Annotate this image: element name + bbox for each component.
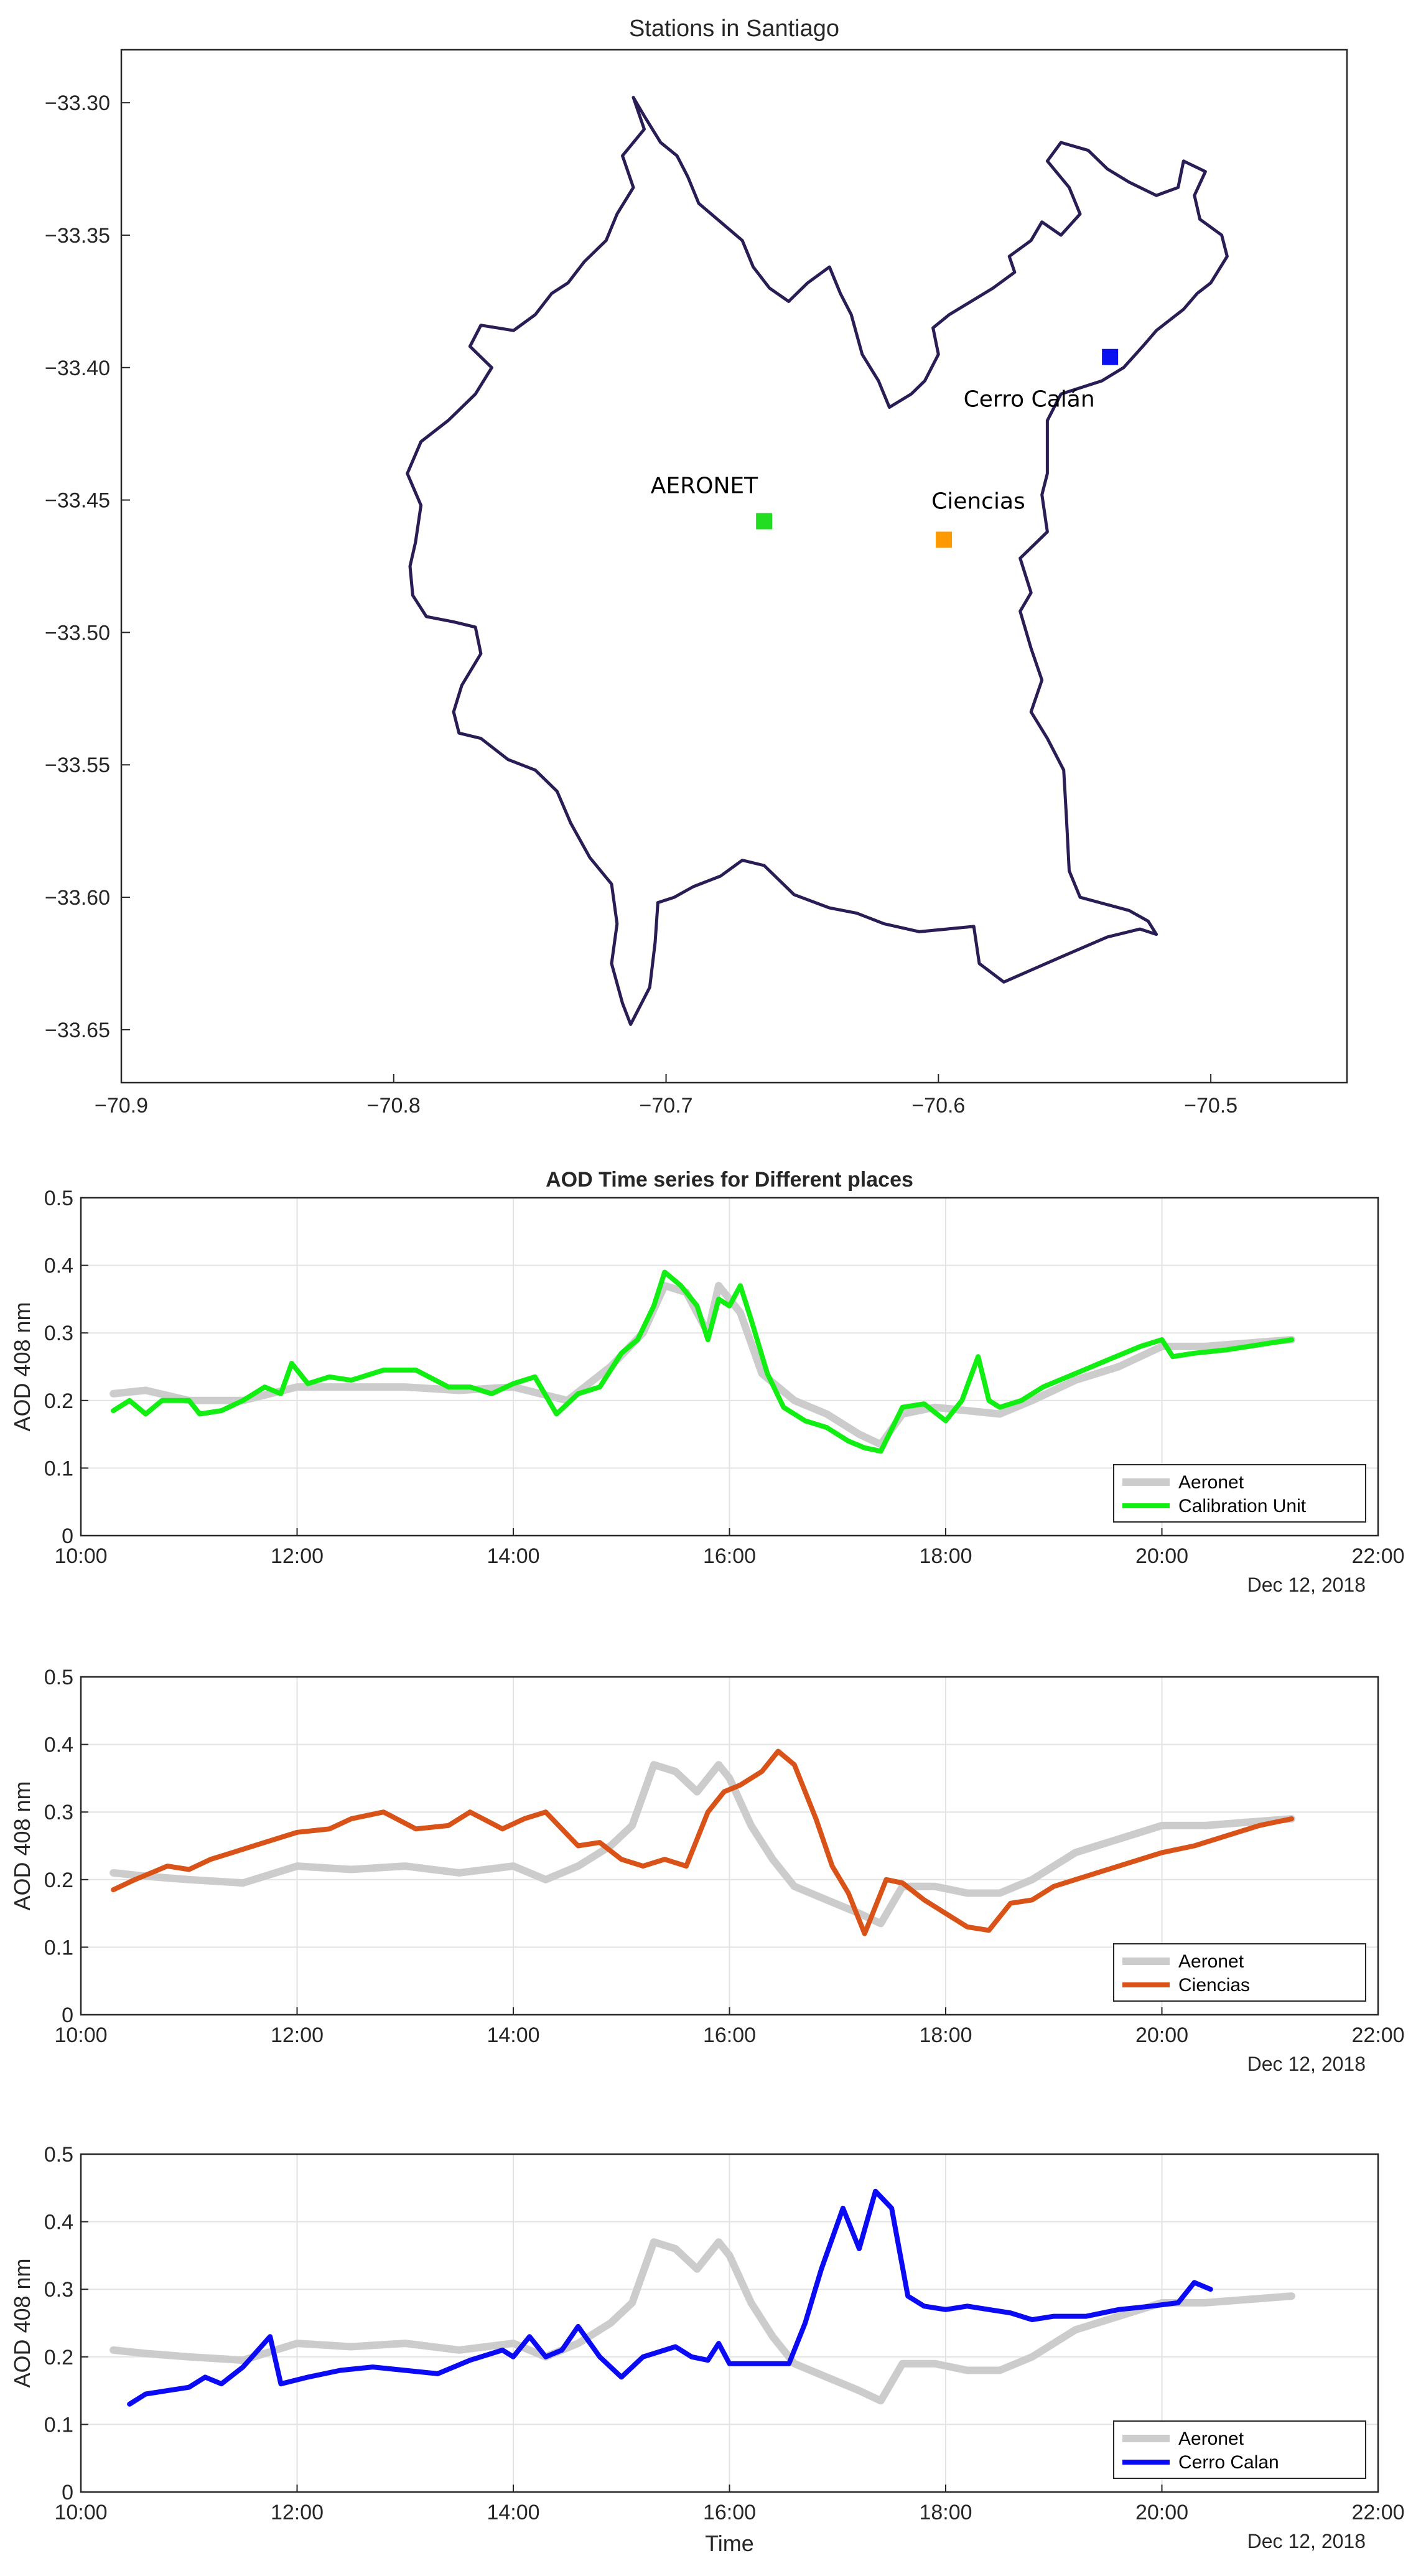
xtick-label: 22:00 [1351, 1544, 1404, 1568]
map-ytick-label: −33.55 [45, 754, 110, 777]
legend-label: Aeronet [1178, 1951, 1244, 1972]
ytick-label: 0.2 [44, 2346, 73, 2369]
ytick-label: 0.4 [44, 2211, 73, 2234]
ytick-label: 0.3 [44, 1322, 73, 1345]
ytick-label: 0 [62, 1524, 73, 1548]
xtick-label: 22:00 [1351, 2023, 1404, 2047]
xtick-label: 22:00 [1351, 2501, 1404, 2524]
xtick-label: 16:00 [703, 2023, 756, 2047]
series-line-aeronet [110, 2238, 1295, 2405]
ytick-label: 0.2 [44, 1869, 73, 1892]
xtick-label: 10:00 [54, 2501, 107, 2524]
map-xtick-label: −70.8 [367, 1094, 421, 1118]
timeseries-panel-cerro-calan: 10:00 12:00 14:00 16:00 18:00 20:00 22:00 0 0.1 0… [9, 2143, 1405, 2556]
xtick-label: 20:00 [1135, 1544, 1188, 1568]
ytick-label: 0 [62, 2004, 73, 2027]
series-line-aeronet [110, 1761, 1295, 1928]
xtick-label: 16:00 [703, 1544, 756, 1568]
map-panel: Stations in Santiago −70.9 −70.8 −70.7 −70.6… [45, 16, 1348, 1118]
y-axis-label: AOD 408 nm [9, 1302, 35, 1431]
ytick-label: 0.3 [44, 2278, 73, 2302]
xtick-label: 12:00 [271, 1544, 324, 1568]
santiago-boundary [406, 96, 1229, 1026]
legend-label: Aeronet [1178, 1472, 1244, 1493]
station-marker [756, 513, 773, 530]
ytick-label: 0.1 [44, 1457, 73, 1480]
map-xtick-label: −70.7 [640, 1094, 693, 1118]
timeseries-panel-ciencias: 10:00 12:00 14:00 16:00 18:00 20:00 22:00 0 0.1 0… [9, 1666, 1405, 2075]
series-line-aeronet [110, 1282, 1295, 1449]
map-ytick-label: −33.45 [45, 489, 110, 513]
legend-box [1113, 1464, 1366, 1523]
ytick-label: 0.1 [44, 2413, 73, 2437]
xtick-label: 10:00 [54, 1544, 107, 1568]
series-line-cerro-calan [127, 2188, 1213, 2407]
map-ytick-label: −33.65 [45, 1019, 110, 1042]
xtick-label: 16:00 [703, 2501, 756, 2524]
ytick-label: 0.2 [44, 1389, 73, 1413]
map-ytick-label: −33.50 [45, 621, 110, 645]
date-label: Dec 12, 2018 [1247, 1574, 1366, 1596]
xtick-label: 14:00 [487, 1544, 539, 1568]
series-line-ciencias [111, 1748, 1294, 1936]
y-axis-label: AOD 408 nm [9, 2258, 35, 2387]
axes-box [80, 1197, 1379, 1537]
axes-box [80, 2153, 1379, 2493]
xtick-label: 20:00 [1135, 2023, 1188, 2047]
legend-box [1113, 2420, 1366, 2479]
station-label: Ciencias [931, 488, 1025, 514]
map-title: Stations in Santiago [629, 16, 839, 42]
timeseries-panel-calibration: AOD Time series for Different places 10:0… [9, 1168, 1405, 1596]
xtick-label: 12:00 [271, 2023, 324, 2047]
ytick-label: 0.1 [44, 1936, 73, 1959]
ytick-label: 0.4 [44, 1734, 73, 1757]
y-axis-label: AOD 408 nm [9, 1781, 35, 1910]
map-ytick-label: −33.60 [45, 886, 110, 910]
series-line-calibration [111, 1269, 1294, 1454]
legend-label: Ciencias [1178, 1975, 1250, 1995]
x-axis-label: Time [705, 2531, 754, 2556]
xtick-label: 18:00 [919, 1544, 972, 1568]
ytick-label: 0.3 [44, 1801, 73, 1824]
station-marker [936, 531, 953, 548]
map-xtick-label: −70.5 [1184, 1094, 1237, 1118]
legend-box [1113, 1943, 1366, 2002]
date-label: Dec 12, 2018 [1247, 2053, 1366, 2075]
legend-label: Calibration Unit [1178, 1496, 1307, 1516]
station-label: Cerro Calán [964, 387, 1095, 413]
xtick-label: 14:00 [487, 2501, 539, 2524]
map-xtick-label: −70.6 [911, 1094, 965, 1118]
ytick-label: 0.5 [44, 1666, 73, 1689]
axes-box [80, 1676, 1379, 2016]
xtick-label: 18:00 [919, 2023, 972, 2047]
xtick-label: 10:00 [54, 2023, 107, 2047]
legend-label: Aeronet [1178, 2429, 1244, 2449]
map-ytick-label: −33.30 [45, 91, 110, 115]
ytick-label: 0.5 [44, 2143, 73, 2167]
xtick-label: 20:00 [1135, 2501, 1188, 2524]
xtick-label: 12:00 [271, 2501, 324, 2524]
station-label: AERONET [651, 474, 758, 499]
map-axes-box [120, 49, 1348, 1084]
ytick-label: 0.4 [44, 1254, 73, 1278]
timeseries-title: AOD Time series for Different places [546, 1168, 913, 1192]
ytick-label: 0 [62, 2481, 73, 2504]
date-label: Dec 12, 2018 [1247, 2530, 1366, 2552]
map-xtick-label: −70.9 [95, 1094, 148, 1118]
map-ytick-label: −33.35 [45, 224, 110, 248]
station-marker [1102, 348, 1119, 365]
ytick-label: 0.5 [44, 1187, 73, 1210]
xtick-label: 18:00 [919, 2501, 972, 2524]
xtick-label: 14:00 [487, 2023, 539, 2047]
legend-label: Cerro Calan [1178, 2452, 1279, 2473]
map-ytick-label: −33.40 [45, 357, 110, 380]
